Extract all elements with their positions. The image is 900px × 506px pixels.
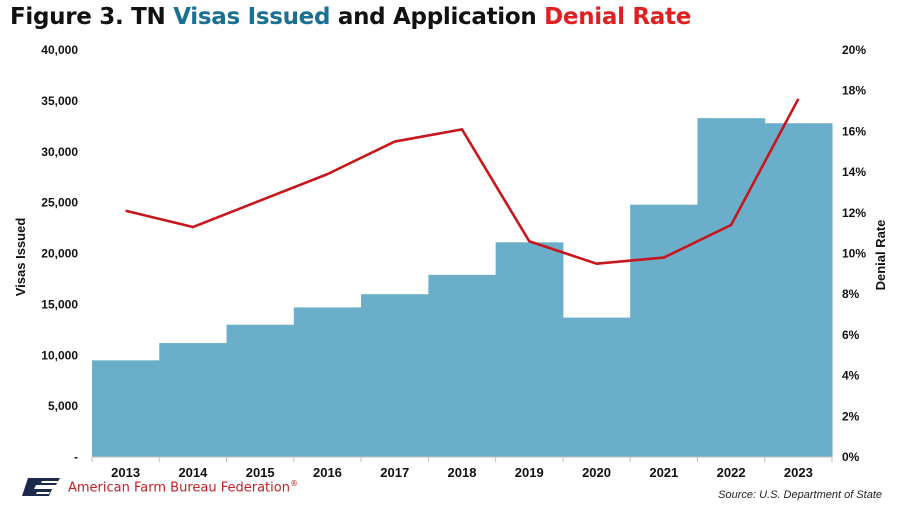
x-tick-label-2015: 2015 (246, 465, 275, 480)
bar-2023 (764, 123, 833, 457)
title-denial-rate: Denial Rate (544, 4, 692, 30)
right-tick-label: 0% (842, 450, 860, 464)
left-tick-label: 35,000 (41, 94, 78, 108)
right-tick-label: 16% (842, 124, 866, 138)
right-tick-label: 12% (842, 206, 866, 220)
bar-2018 (428, 274, 497, 457)
x-tick-label-2023: 2023 (784, 465, 813, 480)
right-tick-label: 18% (842, 84, 866, 98)
title-visas-issued: Visas Issued (173, 4, 331, 30)
denial-rate-line (125, 98, 800, 265)
registered-mark: ® (289, 478, 298, 488)
bars-group (92, 118, 833, 458)
org-name: American Farm Bureau Federation® (68, 479, 298, 495)
left-axis-title: Visas Issued (13, 218, 28, 297)
bar-2020 (562, 317, 631, 457)
right-tick-label: 20% (842, 43, 866, 57)
right-tick-label: 8% (842, 287, 860, 301)
title-middle: and Application (330, 4, 545, 30)
afbf-logo: American Farm Bureau Federation® (22, 478, 298, 496)
bar-2017 (361, 294, 429, 457)
left-tick-label: 30,000 (41, 145, 78, 159)
bar-2019 (495, 242, 564, 457)
x-tick-label-2013: 2013 (111, 465, 140, 480)
right-tick-label: 2% (842, 409, 860, 423)
right-tick-label: 6% (842, 328, 860, 342)
bar-2021 (630, 204, 698, 457)
org-name-text: American Farm Bureau Federation (68, 480, 290, 496)
x-tick-label-2019: 2019 (515, 465, 544, 480)
x-tick-label-2018: 2018 (448, 465, 477, 480)
bar-2022 (697, 118, 766, 458)
fb-logo-icon (22, 478, 60, 496)
x-tick-label-2022: 2022 (717, 465, 746, 480)
right-tick-label: 14% (842, 165, 866, 179)
bar-2015 (226, 324, 295, 457)
right-axis-title: Denial Rate (873, 220, 888, 291)
x-tick-label-2020: 2020 (582, 465, 611, 480)
x-tick-label-2021: 2021 (649, 465, 678, 480)
x-tick-label-2014: 2014 (178, 465, 208, 480)
left-tick-label: 40,000 (41, 43, 78, 57)
right-tick-label: 4% (842, 369, 860, 383)
bar-2014 (159, 343, 228, 457)
left-tick-label: 10,000 (41, 348, 78, 362)
left-axis-ticks: - 5,000 10,000 15,000 20,000 25,000 30,000 35,0… (41, 43, 78, 464)
left-tick-label: 15,000 (41, 297, 78, 311)
left-tick-label: - (74, 450, 78, 464)
x-tick-label-2016: 2016 (313, 465, 342, 480)
left-tick-label: 5,000 (48, 399, 78, 413)
left-tick-label: 20,000 (41, 247, 78, 261)
title-prefix: Figure 3. TN (10, 4, 174, 30)
left-tick-label: 25,000 (41, 196, 78, 210)
right-tick-label: 10% (842, 247, 866, 261)
x-axis-ticks: 2013 2014 2015 2016 2017 2018 2019 2020 2021 2022… (91, 457, 833, 480)
bar-2016 (293, 307, 362, 457)
chart-title: Figure 3. TN Visas Issued and Applicatio… (10, 4, 691, 30)
right-axis-ticks: 0% 2% 4% 6% 8% 10% 12% 14% 16% 18% 20% (842, 43, 866, 464)
bar-2013 (92, 360, 160, 457)
x-tick-label-2017: 2017 (380, 465, 409, 480)
source-note: Source: U.S. Department of State (718, 489, 882, 501)
